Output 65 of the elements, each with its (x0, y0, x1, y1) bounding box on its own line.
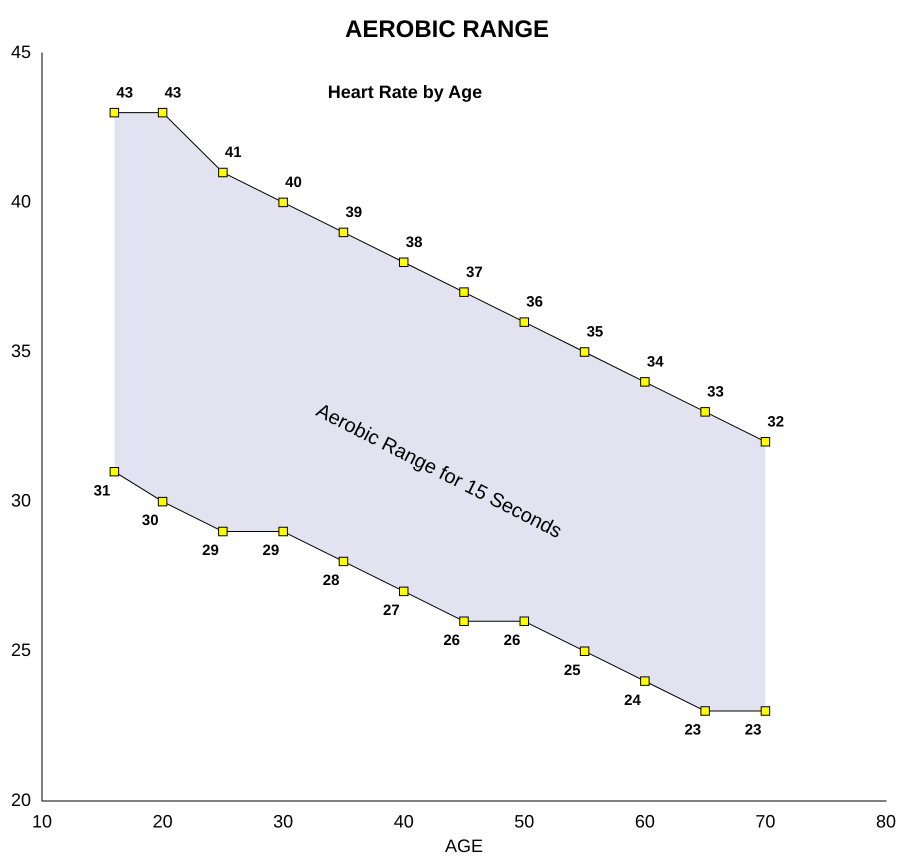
point (580, 646, 590, 656)
point (158, 496, 168, 506)
data-label: 37 (466, 264, 483, 281)
point (218, 526, 228, 536)
point (640, 676, 650, 686)
data-label: 38 (406, 234, 422, 251)
point (398, 258, 408, 267)
data-label: 29 (262, 542, 280, 560)
data-label: 28 (322, 572, 340, 590)
data-label: 27 (383, 602, 400, 619)
y-tick-label: 40 (10, 191, 32, 212)
point (459, 287, 469, 297)
data-label: 43 (116, 84, 134, 102)
x-tick-label: 10 (32, 812, 52, 832)
data-label: 34 (646, 354, 664, 371)
data-label: 41 (224, 144, 242, 162)
point (760, 706, 770, 716)
chart-title: AEROBIC RANGE (344, 16, 550, 44)
x-tick-label: 60 (634, 812, 655, 832)
point (398, 586, 408, 596)
data-label: 29 (202, 542, 219, 560)
y-tick-label: 20 (10, 790, 32, 810)
y-tick-label: 35 (10, 340, 32, 361)
point (278, 526, 288, 536)
data-label: 36 (526, 294, 543, 311)
data-label: 24 (624, 692, 642, 709)
point (218, 168, 228, 178)
x-tick-label: 40 (394, 812, 414, 832)
x-tick-label: 30 (273, 812, 294, 832)
y-tick-label: 30 (10, 490, 32, 511)
data-label: 35 (586, 324, 604, 341)
data-label: 26 (443, 632, 460, 649)
data-label: 23 (744, 722, 762, 739)
data-label: 25 (564, 662, 581, 679)
data-label: 26 (504, 632, 520, 649)
point (700, 706, 710, 716)
point (158, 108, 168, 118)
data-label: 31 (94, 482, 110, 500)
data-label: 23 (684, 722, 702, 739)
data-label: 40 (285, 174, 302, 192)
point (520, 616, 530, 626)
data-label: 30 (142, 512, 159, 530)
y-tick-label: 45 (10, 42, 32, 62)
x-tick-label: 70 (755, 812, 776, 832)
data-label: 33 (707, 383, 724, 400)
point (338, 556, 348, 566)
y-tick-label: 25 (10, 640, 32, 660)
x-tick-label: 50 (514, 812, 534, 832)
point (700, 407, 710, 417)
point (110, 108, 120, 118)
data-label: 43 (164, 84, 182, 102)
point (760, 437, 770, 447)
x-tick-label: 80 (876, 812, 896, 832)
x-axis-title: AGE (445, 836, 484, 856)
point (278, 198, 288, 208)
x-tick-label: 20 (152, 812, 173, 832)
data-label: 32 (767, 413, 784, 430)
point (640, 377, 650, 387)
text: Heart Rate by Age (328, 82, 482, 102)
point (520, 317, 530, 327)
point (110, 466, 120, 476)
data-label: 39 (345, 204, 362, 221)
point (459, 616, 469, 626)
point (338, 228, 348, 238)
point (580, 347, 590, 357)
